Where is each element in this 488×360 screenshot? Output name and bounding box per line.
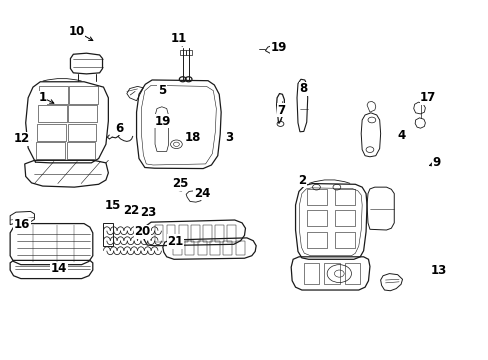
Bar	[223, 242, 232, 255]
Text: 15: 15	[105, 198, 121, 212]
Text: 12: 12	[14, 132, 30, 145]
Text: 20: 20	[134, 225, 150, 238]
Bar	[227, 225, 236, 242]
Text: 2: 2	[297, 174, 305, 186]
Bar	[303, 263, 319, 284]
Text: 8: 8	[299, 82, 307, 95]
Text: 7: 7	[277, 104, 285, 117]
Text: 3: 3	[224, 131, 232, 144]
Text: 10: 10	[68, 25, 85, 38]
Text: 18: 18	[184, 131, 200, 144]
Bar	[179, 225, 187, 242]
Bar	[235, 242, 244, 255]
Text: 5: 5	[158, 84, 165, 97]
Bar	[102, 223, 113, 246]
Text: 22: 22	[123, 204, 140, 217]
Bar	[324, 263, 339, 284]
Text: 4: 4	[396, 129, 405, 142]
Text: 19: 19	[270, 41, 286, 54]
Bar	[172, 242, 182, 255]
Bar	[191, 225, 200, 242]
Text: 16: 16	[14, 218, 30, 231]
Bar	[185, 242, 194, 255]
Bar	[210, 242, 219, 255]
Text: 24: 24	[194, 187, 210, 200]
Text: 6: 6	[115, 122, 123, 135]
Bar	[185, 50, 191, 55]
Text: 13: 13	[430, 264, 446, 276]
Bar	[180, 50, 185, 55]
Text: 17: 17	[419, 91, 435, 104]
Bar	[166, 225, 175, 242]
Bar	[154, 225, 163, 242]
Text: 9: 9	[431, 156, 440, 169]
Text: 23: 23	[140, 206, 156, 219]
Text: 25: 25	[172, 177, 188, 190]
Bar	[198, 242, 206, 255]
Bar	[203, 225, 211, 242]
Text: 1: 1	[39, 91, 47, 104]
Text: 11: 11	[170, 32, 186, 45]
Text: 21: 21	[167, 235, 183, 248]
Bar	[215, 225, 224, 242]
Text: 14: 14	[50, 262, 67, 275]
Bar	[344, 263, 360, 284]
Text: 19: 19	[154, 114, 171, 127]
